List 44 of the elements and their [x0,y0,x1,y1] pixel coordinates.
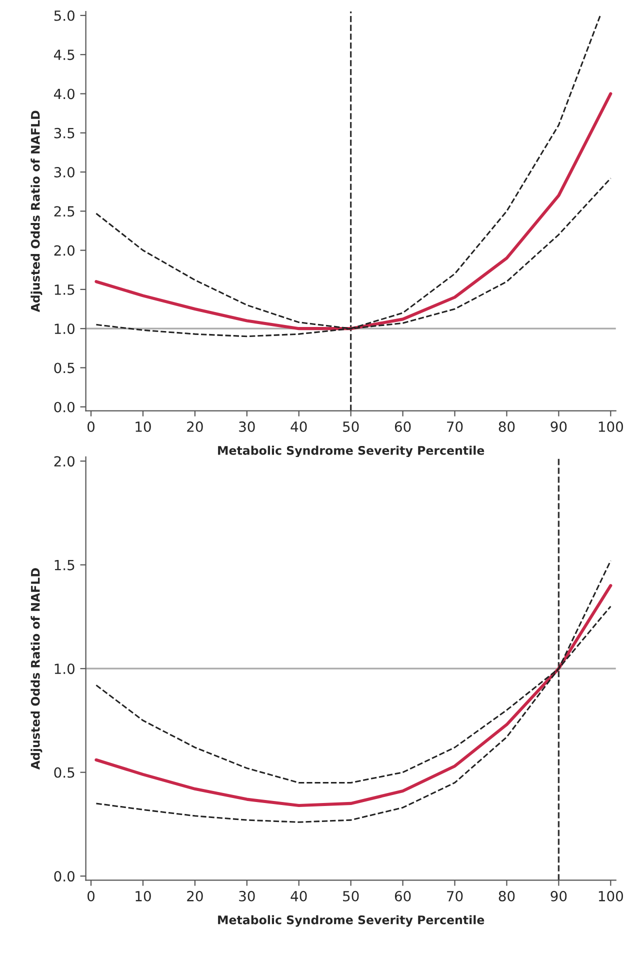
y-tick-label: 4.0 [54,88,74,100]
y-tick-label: 3.5 [54,128,74,138]
y-tick-label: 0.5 [54,362,74,374]
x-tick-label: 50 [343,421,359,432]
x-tick-label: 50 [343,890,359,902]
y-tick-label: 2.5 [54,206,74,217]
x-tick-label: 30 [239,890,255,902]
x-tick-label: 80 [498,421,515,432]
x-tick-label: 90 [550,421,567,432]
x-axis-title: Metabolic Syndrome Severity Percentile [218,446,484,458]
y-tick-label: 2.0 [54,456,74,467]
y-tick-label: 1.0 [54,664,74,674]
x-tick-label: 100 [598,890,623,902]
x-axis-title: Metabolic Syndrome Severity Percentile [218,915,484,927]
x-tick-label: 70 [447,421,463,432]
y-tick-label: 1.0 [54,324,74,334]
y-axis-title: Adjusted Odds Ratio of NAFLD [30,110,42,312]
x-tick-label: 20 [187,421,203,432]
line-series [94,92,612,330]
x-tick-label: 90 [550,890,567,902]
y-tick-label: 1.5 [54,560,74,570]
y-tick-label: 0.0 [54,402,74,412]
y-tick-label: 3.0 [54,166,74,178]
x-tick-label: 10 [136,421,151,432]
x-tick-label: 20 [187,890,203,902]
x-tick-label: 30 [239,421,255,432]
y-tick-label: 2.0 [54,245,74,256]
x-tick-label: 60 [394,890,411,902]
x-tick-label: 40 [290,890,307,902]
y-tick-label: 1.5 [54,284,74,295]
x-tick-label: 0 [88,421,95,432]
y-tick-label: 0.5 [54,767,74,778]
line-series [94,584,612,808]
x-tick-label: 60 [394,421,411,432]
x-tick-label: 0 [88,890,95,902]
y-tick-label: 4.5 [54,50,74,60]
x-tick-label: 80 [498,890,515,902]
x-tick-label: 70 [447,890,463,902]
x-tick-label: 40 [290,421,307,432]
y-axis-title: Adjusted Odds Ratio of NAFLD [30,568,42,770]
y-tick-label: 5.0 [54,10,74,21]
x-tick-label: 10 [136,890,151,902]
x-tick-label: 100 [598,421,623,432]
y-tick-label: 0.0 [54,871,74,882]
